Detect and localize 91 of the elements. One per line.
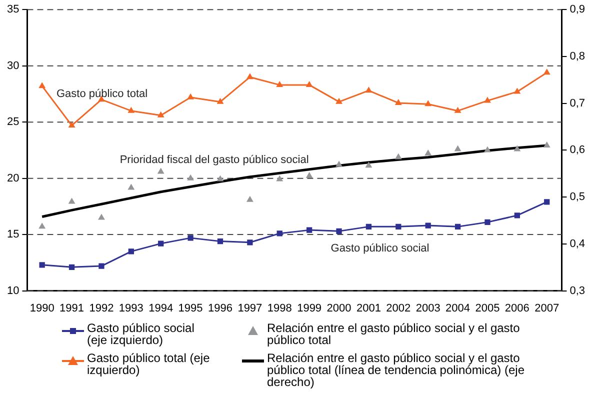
point <box>544 199 550 205</box>
point <box>365 86 372 93</box>
point <box>128 184 135 190</box>
x-tick-label: 2000 <box>326 302 352 314</box>
annotation: Gasto público total <box>56 88 148 100</box>
point <box>396 224 402 230</box>
point <box>514 88 521 94</box>
x-tick-label: 1997 <box>238 302 262 314</box>
point <box>336 98 342 104</box>
point <box>484 96 491 103</box>
point <box>187 93 194 100</box>
point <box>543 68 550 75</box>
x-tick-label: 1994 <box>148 302 174 314</box>
point <box>38 222 46 229</box>
point <box>336 228 342 234</box>
x-tick-label: 1991 <box>60 302 84 314</box>
point <box>68 264 75 270</box>
legend-label: Gasto público social (eje izquierdo) <box>87 321 196 347</box>
point <box>394 153 402 160</box>
point <box>98 263 104 269</box>
point <box>484 146 491 152</box>
point <box>39 262 45 268</box>
point <box>157 111 164 118</box>
x-tick-label: 2003 <box>416 302 440 314</box>
x-tick-label: 1999 <box>297 302 322 314</box>
legend-label: Relación entre el gasto público social y el gasto público total (línea de tendencia polinómica) (eje derecho) <box>267 351 526 389</box>
annotation: Gasto público social <box>330 242 430 255</box>
legend-label: Gasto público total (eje izquierdo) <box>87 351 211 379</box>
point <box>454 106 462 113</box>
x-tick-label: 1996 <box>208 302 232 314</box>
y2-tick-label: 0,6 <box>570 144 586 156</box>
point <box>217 238 224 244</box>
point <box>68 198 76 204</box>
x-tick-label: 2004 <box>446 302 470 314</box>
y2-tick-label: 0,3 <box>570 284 586 297</box>
point <box>128 248 134 254</box>
annotation: Prioridad fiscal del gasto público social <box>120 154 309 166</box>
point <box>514 212 520 218</box>
point <box>425 222 431 228</box>
point <box>424 100 432 106</box>
y2-tick-label: 0,4 <box>570 238 586 250</box>
x-tick-label: 2007 <box>534 302 560 314</box>
y-tick-label: 15 <box>6 228 20 241</box>
point <box>38 82 46 88</box>
point <box>247 240 253 246</box>
y-tick-label: 25 <box>6 116 20 128</box>
point <box>158 240 164 246</box>
point <box>68 121 76 128</box>
legend-label: Relación entre el gasto público social y el gasto público total <box>267 321 521 347</box>
point <box>365 162 372 168</box>
point <box>394 98 402 105</box>
point <box>543 142 550 148</box>
point <box>306 227 312 233</box>
point <box>157 168 164 174</box>
x-tick-label: 2001 <box>356 302 381 314</box>
x-tick-label: 2002 <box>386 302 411 314</box>
point <box>484 219 490 226</box>
point <box>454 145 462 152</box>
point <box>188 235 194 241</box>
point <box>424 149 432 156</box>
point <box>98 214 105 220</box>
point <box>306 172 313 178</box>
point <box>366 224 372 230</box>
x-tick-label: 1992 <box>89 302 114 314</box>
point <box>276 80 284 87</box>
y2-tick-label: 0,5 <box>570 191 586 204</box>
y-tick-label: 20 <box>6 172 20 184</box>
y-tick-label: 10 <box>6 284 20 297</box>
point <box>336 160 342 167</box>
point <box>514 145 521 152</box>
y2-tick-label: 0,8 <box>570 50 586 62</box>
x-tick-label: 1990 <box>30 302 54 314</box>
point <box>454 224 461 230</box>
point <box>306 80 313 87</box>
x-tick-label: 2006 <box>504 302 530 314</box>
point <box>246 73 254 80</box>
point <box>216 98 224 104</box>
x-tick-label: 1995 <box>178 302 203 314</box>
y2-tick-label: 0,9 <box>570 4 586 16</box>
point <box>128 106 135 113</box>
x-tick-label: 1993 <box>118 302 144 314</box>
x-tick-label: 2005 <box>475 302 500 314</box>
point <box>187 174 194 180</box>
x-tick-label: 1998 <box>267 302 292 314</box>
point <box>246 196 254 202</box>
point <box>276 230 282 236</box>
point <box>276 175 284 182</box>
y-tick-label: 30 <box>6 60 20 72</box>
y-tick-label: 35 <box>6 4 20 16</box>
point <box>216 175 224 182</box>
y2-tick-label: 0,7 <box>570 97 586 110</box>
